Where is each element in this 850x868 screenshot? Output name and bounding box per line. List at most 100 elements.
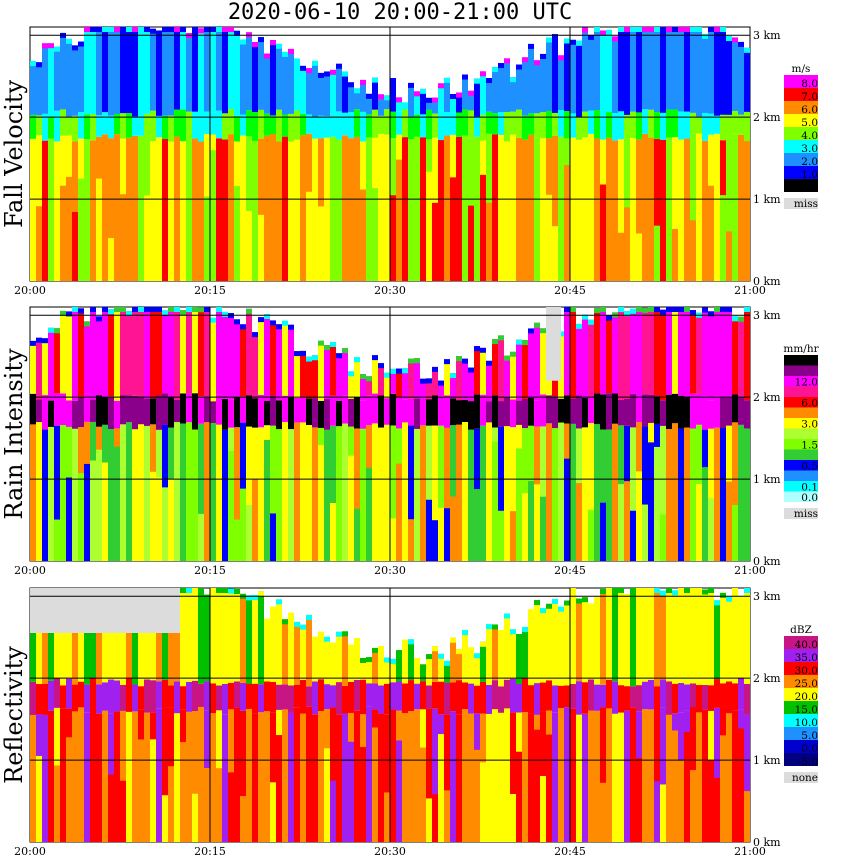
heatmap-cell — [540, 775, 546, 842]
heatmap-cell — [84, 321, 90, 394]
heatmap-cell — [240, 682, 246, 711]
heatmap-cell — [528, 397, 534, 426]
legend-swatch — [784, 365, 818, 376]
heatmap-cell — [198, 706, 204, 842]
heatmap-cell — [66, 38, 72, 44]
heatmap-cell — [30, 340, 36, 394]
heatmap-cell — [204, 196, 210, 281]
heatmap-cell — [126, 137, 132, 281]
heatmap-cell — [480, 71, 486, 115]
heatmap-cell — [156, 214, 162, 281]
heatmap-cell — [144, 398, 150, 426]
heatmap-cell — [252, 42, 258, 48]
heatmap-cell — [714, 307, 720, 397]
heatmap-cell — [630, 27, 636, 32]
heatmap-cell — [636, 233, 642, 281]
heatmap-cell — [456, 400, 462, 425]
heatmap-cell — [258, 427, 264, 561]
heatmap-cell — [426, 798, 432, 842]
heatmap-cell — [456, 92, 462, 98]
heatmap-cell — [534, 60, 540, 114]
heatmap-cell — [720, 592, 726, 598]
heatmap-cell — [516, 400, 522, 425]
heatmap-cell — [114, 134, 120, 281]
heatmap-cell — [246, 395, 252, 427]
heatmap-cell — [30, 393, 36, 425]
heatmap-cell — [504, 58, 510, 64]
heatmap-cell — [540, 138, 546, 281]
legend-label: 5.0 — [801, 730, 818, 742]
heatmap-cell — [336, 63, 342, 69]
heatmap-cell — [324, 748, 330, 842]
heatmap-cell — [714, 27, 720, 32]
heatmap-cell — [516, 64, 522, 70]
heatmap-cell — [84, 139, 90, 281]
heatmap-cell — [36, 115, 42, 136]
heatmap-cell — [132, 429, 138, 561]
heatmap-cell — [306, 614, 312, 687]
heatmap-cell — [168, 27, 174, 116]
heatmap-cell — [48, 43, 54, 117]
heatmap-cell — [666, 137, 672, 281]
heatmap-cell — [690, 428, 696, 561]
heatmap-cell — [66, 38, 72, 117]
heatmap-cell — [240, 324, 246, 397]
heatmap-cell — [744, 684, 750, 715]
heatmap-cell — [744, 111, 750, 142]
heatmap-cell — [654, 307, 660, 397]
legend-unit: m/s — [792, 63, 811, 75]
heatmap-cell — [474, 78, 480, 84]
legend-swatch — [784, 714, 818, 727]
heatmap-cell — [306, 68, 312, 74]
heatmap-cell — [354, 679, 360, 711]
heatmap-cell — [516, 339, 522, 401]
heatmap-cell — [516, 634, 522, 640]
legend-swatch — [784, 470, 818, 481]
heatmap-cell — [54, 678, 60, 708]
heatmap-cell — [192, 393, 198, 430]
heatmap-cell — [60, 789, 66, 842]
heatmap-cell — [36, 206, 42, 281]
heatmap-cell — [270, 40, 276, 46]
heatmap-cell — [168, 27, 174, 32]
heatmap-cell — [654, 446, 660, 561]
missing-data-gap — [546, 307, 561, 381]
heatmap-cell — [726, 138, 732, 281]
heatmap-cell — [288, 113, 294, 142]
heatmap-cell — [90, 399, 96, 422]
heatmap-cell — [696, 116, 702, 134]
heatmap-cell — [348, 82, 354, 113]
heatmap-cell — [198, 423, 204, 561]
heatmap-cell — [246, 110, 252, 137]
heatmap-cell — [414, 428, 420, 561]
legend-missing-swatch — [784, 198, 818, 209]
heatmap-cell — [342, 112, 348, 136]
heatmap-cell — [66, 116, 72, 136]
heatmap-cell — [360, 374, 366, 401]
heatmap-cell — [654, 588, 660, 593]
heatmap-cell — [270, 134, 276, 281]
heatmap-cell — [714, 133, 720, 281]
heatmap-cell — [372, 647, 378, 653]
heatmap-cell — [390, 682, 396, 710]
heatmap-cell — [402, 109, 408, 138]
heatmap-cell — [288, 48, 294, 114]
heatmap-cell — [108, 138, 114, 281]
heatmap-cell — [120, 684, 126, 711]
heatmap-cell — [186, 133, 192, 281]
heatmap-cell — [222, 159, 228, 281]
heatmap-cell — [672, 730, 678, 842]
time-tick-label: 20:30 — [374, 845, 406, 858]
heatmap-cell — [468, 750, 474, 842]
heatmap-cell — [204, 594, 210, 600]
heatmap-cell — [606, 588, 612, 593]
heatmap-cell — [606, 679, 612, 709]
heatmap-cell — [570, 113, 576, 138]
heatmap-cell — [714, 600, 720, 606]
heatmap-cell — [336, 353, 342, 359]
heatmap-cell — [54, 46, 60, 111]
legend-missing-label: none — [792, 772, 818, 784]
heatmap-cell — [432, 202, 438, 281]
heatmap-cell — [684, 27, 690, 112]
heatmap-cell — [510, 511, 516, 561]
